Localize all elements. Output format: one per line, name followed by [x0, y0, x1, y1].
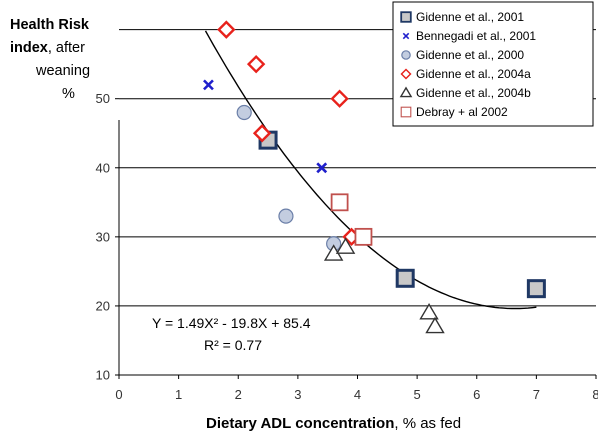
- series-5: [330, 193, 373, 246]
- legend-label-5: Debray + al 2002: [416, 105, 508, 119]
- y-axis-title-index: index: [10, 40, 48, 56]
- legend-label-1: Bennegadi et al., 2001: [416, 29, 536, 43]
- x-axis-title-main: Dietary ADL concentration: [206, 415, 394, 432]
- legend-marker-1: [402, 32, 410, 40]
- legend-marker-5: [400, 106, 412, 118]
- series-4: [323, 237, 445, 334]
- y-axis-title-line4: %: [62, 86, 75, 102]
- x-tick-label-6: 6: [473, 387, 480, 402]
- data-point-s2-1: [278, 208, 294, 224]
- legend-items: Gidenne et al., 2001 Bennegadi et al., 20…: [399, 10, 536, 119]
- legend-item-3: Gidenne et al., 2004a: [400, 67, 531, 81]
- trendline-r2: R² = 0.77: [204, 337, 262, 353]
- x-tick-label-0: 0: [115, 387, 122, 402]
- legend-box: [392, 1, 594, 127]
- data-point-s5-1: [354, 227, 373, 246]
- series-1: [203, 79, 328, 174]
- x-axis-title: Dietary ADL concentration, % as fed: [206, 415, 461, 432]
- x-tick-label-5: 5: [414, 387, 421, 402]
- y-axis-title-line2: index, after: [10, 40, 85, 56]
- legend-marker-1-stroke-b: [402, 32, 410, 40]
- legend-item-5: Debray + al 2002: [400, 105, 508, 119]
- data-point-s3-3: [330, 89, 349, 108]
- data-point-s4-2: [419, 302, 439, 320]
- y-tick-label-10: 10: [96, 368, 110, 383]
- legend-item-2: Gidenne et al., 2000: [401, 48, 524, 62]
- data-point-s4-1: [335, 237, 356, 254]
- data-point-s3-0: [217, 20, 236, 39]
- legend-marker-4: [399, 86, 413, 98]
- legend: Gidenne et al., 2001 Bennegadi et al., 20…: [392, 1, 594, 127]
- y-axis-title-line3: weaning: [35, 63, 90, 79]
- data-point-s2-0: [236, 104, 252, 121]
- series-0: [258, 130, 546, 299]
- series-2: [236, 104, 342, 252]
- legend-marker-0: [400, 11, 412, 23]
- data-point-s1-0-stroke-b: [203, 79, 214, 91]
- trendline-layer: [204, 30, 537, 310]
- axes: 0 1 2 3 4 5 6 7 8 10 20 30 40 50: [96, 91, 598, 402]
- data-point-s3-2: [252, 124, 272, 143]
- y-tick-label-40: 40: [96, 160, 110, 175]
- data-point-s5-0: [330, 193, 349, 212]
- x-tick-label-3: 3: [294, 387, 301, 402]
- legend-item-1: Bennegadi et al., 2001: [402, 29, 536, 43]
- data-points: [203, 20, 546, 334]
- legend-label-4: Gidenne et al., 2004b: [416, 86, 531, 100]
- x-tick-label-1: 1: [175, 387, 182, 402]
- data-point-s3-1: [246, 54, 266, 74]
- y-tick-label-50: 50: [96, 91, 110, 106]
- data-point-s0-1: [395, 268, 415, 288]
- data-point-s1-1-stroke-b: [316, 162, 328, 174]
- x-tick-label-7: 7: [533, 387, 540, 402]
- data-point-s4-3: [425, 316, 445, 334]
- x-tick-label-2: 2: [235, 387, 242, 402]
- data-point-s1-0: [203, 79, 214, 91]
- legend-marker-3: [400, 68, 412, 80]
- y-axis-title-after: , after: [48, 40, 85, 56]
- y-axis-title-line1: Health Risk: [10, 17, 90, 33]
- legend-label-0: Gidenne et al., 2001: [416, 10, 524, 24]
- legend-marker-2: [401, 50, 411, 60]
- series-3: [217, 20, 361, 247]
- legend-item-0: Gidenne et al., 2001: [400, 10, 524, 24]
- trendline-equation: Y = 1.49X² - 19.8X + 85.4: [152, 315, 311, 331]
- y-tick-label-30: 30: [96, 229, 110, 244]
- data-point-s0-2: [526, 279, 546, 299]
- x-axis-title-unit: , % as fed: [394, 415, 461, 432]
- x-tick-label-4: 4: [354, 387, 361, 402]
- legend-label-2: Gidenne et al., 2000: [416, 48, 524, 62]
- y-tick-label-20: 20: [96, 298, 110, 313]
- data-point-s1-1: [316, 162, 328, 174]
- legend-item-4: Gidenne et al., 2004b: [399, 86, 531, 100]
- x-tick-label-8: 8: [592, 387, 598, 402]
- trendline-curve: [204, 30, 537, 310]
- legend-label-3: Gidenne et al., 2004a: [416, 67, 531, 81]
